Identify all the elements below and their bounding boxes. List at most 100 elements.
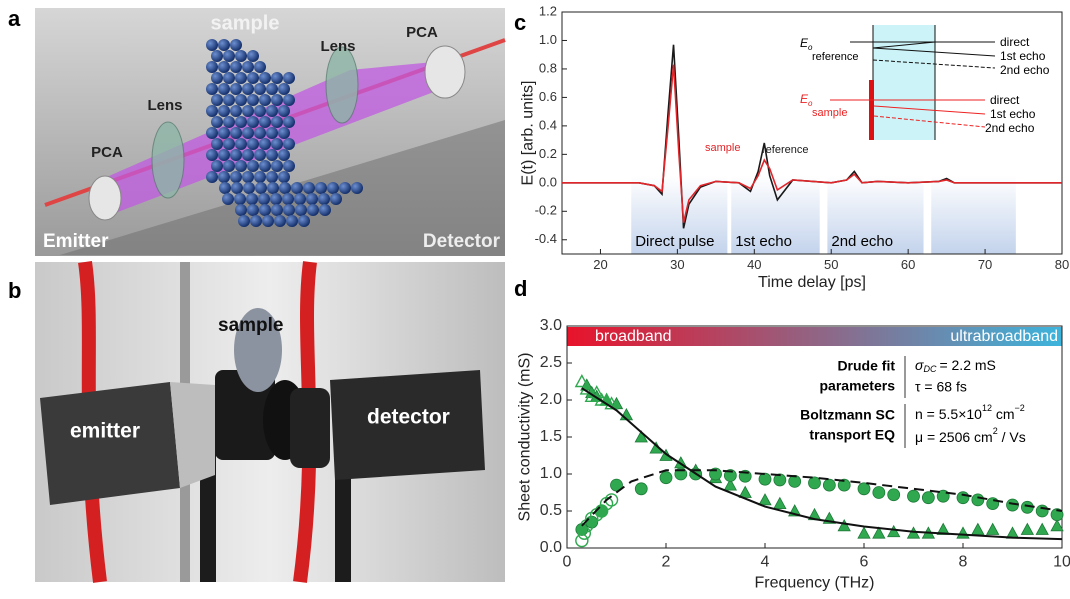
- inset-row: direct: [1000, 35, 1030, 49]
- sphere: [206, 127, 218, 139]
- annotation: σDC = 2.2 mS: [915, 357, 996, 375]
- sphere: [266, 149, 278, 161]
- sphere: [278, 127, 290, 139]
- sphere: [271, 72, 283, 84]
- sphere: [339, 182, 351, 194]
- point: [604, 396, 619, 410]
- point: [837, 478, 851, 492]
- sphere: [283, 138, 295, 150]
- y-tick-label: 0.8: [539, 60, 557, 75]
- sphere: [234, 193, 246, 205]
- sphere: [230, 127, 242, 139]
- sphere: [278, 105, 290, 117]
- sphere: [242, 171, 254, 183]
- x-tick-label: 2: [662, 554, 671, 571]
- x-tick-label: 6: [860, 554, 869, 571]
- sphere: [246, 193, 258, 205]
- sphere: [351, 182, 363, 194]
- photo-label: sample: [218, 315, 283, 336]
- sphere: [266, 83, 278, 95]
- y-tick-label: 0.5: [540, 502, 562, 519]
- y-axis-label: E(t) [arb. units]: [519, 81, 536, 186]
- sphere: [218, 149, 230, 161]
- sample-spheres: [206, 39, 363, 227]
- sphere: [266, 105, 278, 117]
- sphere: [218, 127, 230, 139]
- inset: Eo reference Eo sample direct 1st echo 2…: [800, 25, 1050, 140]
- sphere: [223, 94, 235, 106]
- sphere: [254, 171, 266, 183]
- annotation: μ = 2506 cm2 / Vs: [915, 426, 1026, 444]
- sphere: [230, 39, 242, 51]
- y-tick-label: 2.5: [540, 354, 562, 371]
- sphere: [307, 204, 319, 216]
- scheme-label: PCA: [91, 144, 123, 161]
- y-tick-label: 1.5: [540, 428, 562, 445]
- y-tick-label: -0.2: [535, 203, 557, 218]
- x-tick-label: 80: [1055, 257, 1069, 272]
- sphere: [235, 204, 247, 216]
- x-tick-label: 60: [901, 257, 915, 272]
- point: [575, 533, 589, 548]
- point: [872, 486, 886, 499]
- inset-row: direct: [990, 93, 1020, 107]
- point: [634, 430, 648, 443]
- inset-symbol: Eo: [800, 92, 813, 108]
- sphere: [242, 149, 254, 161]
- sphere: [211, 160, 223, 172]
- sphere: [223, 138, 235, 150]
- point: [956, 491, 970, 505]
- point: [577, 526, 592, 540]
- panel-label: d: [514, 276, 527, 301]
- x-tick-label: 40: [747, 257, 761, 272]
- sphere: [222, 193, 234, 205]
- inset-row: 1st echo: [990, 107, 1036, 121]
- sphere: [235, 94, 247, 106]
- x-tick-label: 70: [978, 257, 992, 272]
- x-tick-label: 10: [1053, 554, 1070, 571]
- sphere: [230, 83, 242, 95]
- sphere: [259, 94, 271, 106]
- sphere: [270, 193, 282, 205]
- x-tick-label: 8: [959, 554, 968, 571]
- sphere: [206, 105, 218, 117]
- point: [634, 482, 648, 496]
- sphere: [219, 182, 231, 194]
- sphere: [303, 182, 315, 194]
- sphere: [259, 204, 271, 216]
- sphere: [218, 105, 230, 117]
- band: [827, 175, 924, 254]
- point: [986, 522, 1000, 535]
- sphere: [211, 138, 223, 150]
- point: [986, 497, 1000, 511]
- annotation: transport EQ: [809, 427, 895, 443]
- series-label: reference: [762, 144, 808, 156]
- fit-annotations: Drude fit parameters σDC = 2.2 mS τ = 68 …: [800, 356, 1026, 448]
- sphere: [235, 138, 247, 150]
- y-tick-label: 0.6: [539, 89, 557, 104]
- sphere: [223, 116, 235, 128]
- sphere: [271, 138, 283, 150]
- scheme: a sample Lens PCA Lens PCA Emitter Detec…: [8, 6, 506, 256]
- scheme-label: Lens: [147, 97, 182, 114]
- point: [971, 493, 985, 507]
- point: [808, 476, 821, 490]
- sphere: [283, 204, 295, 216]
- panel-label: b: [8, 278, 21, 303]
- sphere: [286, 215, 298, 227]
- sphere: [230, 149, 242, 161]
- inset-row: 2nd echo: [985, 121, 1035, 135]
- sphere: [218, 171, 230, 183]
- photo-label: detector: [367, 406, 450, 429]
- sphere: [315, 182, 327, 194]
- sphere: [306, 193, 318, 205]
- point: [872, 526, 886, 539]
- sphere: [262, 215, 274, 227]
- sphere: [254, 149, 266, 161]
- fit-line: [581, 469, 1063, 527]
- annotation: parameters: [820, 378, 896, 394]
- sphere: [259, 72, 271, 84]
- band: [931, 175, 1016, 254]
- sphere: [238, 215, 250, 227]
- inset-symbol: Eo: [800, 36, 813, 52]
